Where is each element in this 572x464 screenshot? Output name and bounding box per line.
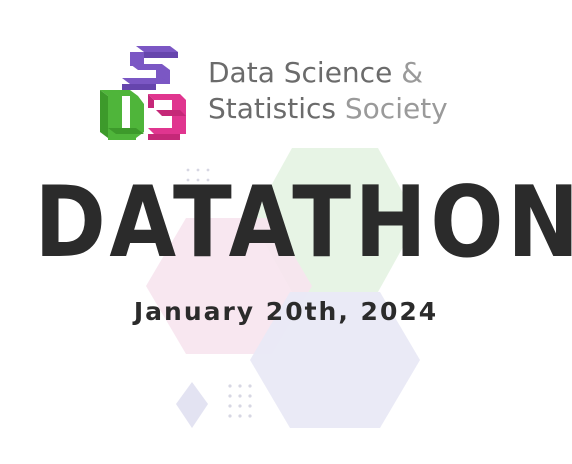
org-name-line-2: Statistics Society bbox=[208, 91, 448, 127]
dot-pattern bbox=[186, 168, 252, 418]
diamond-lavender bbox=[176, 382, 208, 428]
org-name: Data Science & Statistics Society bbox=[208, 55, 448, 127]
org-name-ampersand: & bbox=[392, 56, 424, 89]
org-name-statistics: Statistics bbox=[208, 92, 336, 125]
ds3-logo-icon bbox=[100, 46, 186, 140]
hexagon-lavender bbox=[250, 292, 420, 428]
logo-3-pink bbox=[148, 94, 186, 140]
org-name-line-1: Data Science & bbox=[208, 55, 448, 91]
event-title: DATATHON bbox=[34, 166, 572, 280]
org-name-society: Society bbox=[336, 92, 448, 125]
logo-s-purple bbox=[122, 46, 178, 90]
org-name-data-science: Data Science bbox=[208, 56, 393, 89]
logo-d-green bbox=[100, 90, 144, 140]
event-date: January 20th, 2024 bbox=[133, 297, 439, 326]
hexagon-pink bbox=[146, 218, 312, 354]
